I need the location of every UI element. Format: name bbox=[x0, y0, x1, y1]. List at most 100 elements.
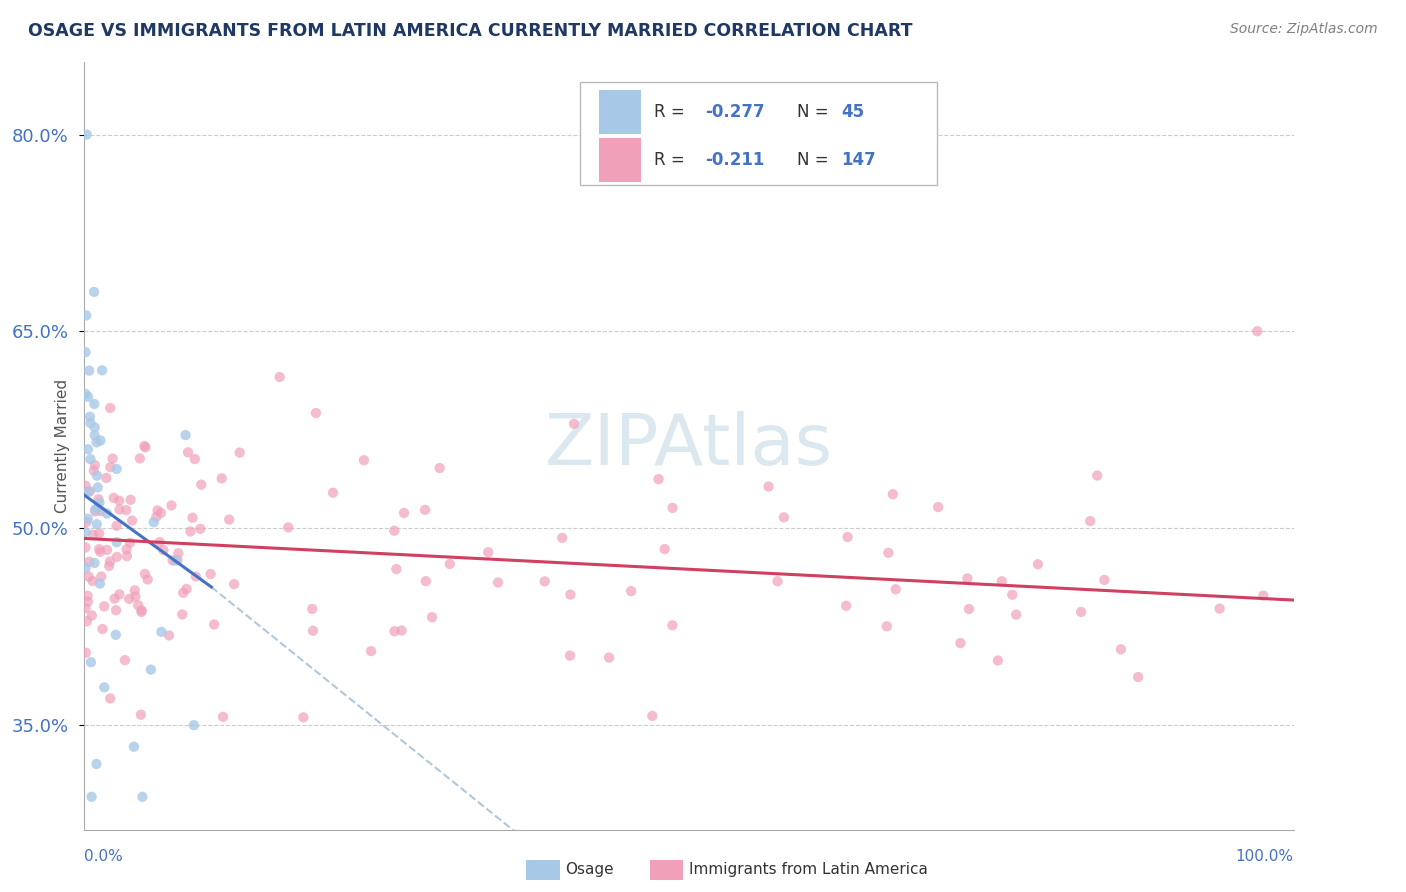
Point bbox=[129, 707, 152, 722]
Text: 100.0%: 100.0% bbox=[1236, 849, 1294, 864]
Point bbox=[131, 603, 153, 617]
Point bbox=[79, 409, 101, 424]
Point bbox=[987, 653, 1010, 667]
Point bbox=[96, 507, 118, 521]
Point bbox=[76, 512, 98, 526]
Point bbox=[172, 607, 194, 622]
Point bbox=[136, 573, 159, 587]
Point bbox=[105, 535, 128, 549]
Point bbox=[957, 602, 980, 616]
Point bbox=[766, 574, 789, 589]
Point bbox=[86, 435, 108, 450]
Point bbox=[882, 487, 904, 501]
Point bbox=[877, 546, 900, 560]
Point bbox=[533, 574, 555, 589]
Point bbox=[661, 500, 683, 515]
Point bbox=[167, 546, 190, 560]
Point bbox=[98, 691, 121, 706]
Text: OSAGE VS IMMIGRANTS FROM LATIN AMERICA CURRENTLY MARRIED CORRELATION CHART: OSAGE VS IMMIGRANTS FROM LATIN AMERICA C… bbox=[28, 22, 912, 40]
Point bbox=[87, 542, 110, 557]
Point bbox=[927, 500, 949, 515]
Point bbox=[360, 644, 382, 658]
Point bbox=[152, 543, 174, 558]
Point bbox=[77, 363, 100, 377]
Point bbox=[301, 602, 323, 616]
Point bbox=[87, 480, 110, 494]
Point bbox=[108, 587, 131, 601]
Point bbox=[1246, 324, 1268, 338]
Point bbox=[184, 452, 207, 467]
Point bbox=[990, 574, 1012, 589]
Point bbox=[90, 504, 112, 518]
Point bbox=[122, 739, 145, 754]
Point bbox=[75, 524, 97, 539]
Point bbox=[160, 499, 183, 513]
Point bbox=[647, 472, 669, 486]
Point bbox=[150, 624, 173, 639]
Point bbox=[75, 479, 97, 493]
Point bbox=[146, 503, 169, 517]
Point bbox=[1126, 670, 1149, 684]
Point bbox=[835, 599, 858, 613]
Point bbox=[75, 309, 97, 323]
Point bbox=[162, 553, 184, 567]
Text: 45: 45 bbox=[841, 103, 865, 121]
Point bbox=[134, 441, 156, 455]
Point bbox=[118, 535, 141, 549]
Point bbox=[145, 510, 167, 524]
Point bbox=[103, 591, 125, 606]
Point bbox=[76, 614, 98, 628]
Point bbox=[75, 561, 97, 575]
Y-axis label: Currently Married: Currently Married bbox=[55, 379, 70, 513]
Text: R =: R = bbox=[654, 152, 685, 169]
Point bbox=[98, 558, 121, 573]
Point bbox=[149, 535, 172, 549]
Text: 147: 147 bbox=[841, 152, 876, 169]
Point bbox=[76, 589, 98, 603]
Point bbox=[211, 471, 233, 485]
Point bbox=[80, 789, 103, 804]
Point bbox=[108, 502, 131, 516]
Point bbox=[654, 542, 676, 557]
Point bbox=[86, 468, 108, 483]
Point bbox=[149, 506, 172, 520]
Text: Source: ZipAtlas.com: Source: ZipAtlas.com bbox=[1230, 22, 1378, 37]
Point bbox=[83, 420, 105, 434]
Point bbox=[1078, 514, 1101, 528]
Point bbox=[598, 650, 620, 665]
Point bbox=[415, 574, 437, 589]
Point bbox=[188, 522, 211, 536]
Point bbox=[77, 390, 100, 404]
Point bbox=[93, 599, 115, 614]
Point bbox=[128, 451, 150, 466]
FancyBboxPatch shape bbox=[599, 90, 641, 134]
Point bbox=[228, 445, 250, 459]
Point bbox=[79, 555, 101, 569]
Point bbox=[1001, 588, 1024, 602]
Point bbox=[277, 520, 299, 534]
Point bbox=[105, 549, 128, 564]
Point bbox=[183, 718, 205, 732]
Point bbox=[353, 453, 375, 467]
Point bbox=[218, 513, 240, 527]
Point bbox=[82, 574, 104, 588]
Point bbox=[75, 646, 97, 660]
Point bbox=[413, 503, 436, 517]
Point bbox=[212, 710, 235, 724]
Point bbox=[79, 452, 101, 467]
Point bbox=[177, 445, 200, 459]
Point bbox=[77, 569, 100, 583]
Point bbox=[98, 401, 121, 415]
Point bbox=[124, 590, 146, 604]
Point bbox=[108, 493, 131, 508]
Point bbox=[1253, 589, 1275, 603]
Point bbox=[82, 527, 104, 541]
Text: -0.211: -0.211 bbox=[704, 152, 763, 169]
Point bbox=[439, 557, 461, 571]
Point bbox=[391, 624, 413, 638]
Point bbox=[884, 582, 907, 597]
Point bbox=[120, 492, 142, 507]
Text: N =: N = bbox=[797, 103, 828, 121]
Point bbox=[292, 710, 315, 724]
Point bbox=[956, 571, 979, 585]
